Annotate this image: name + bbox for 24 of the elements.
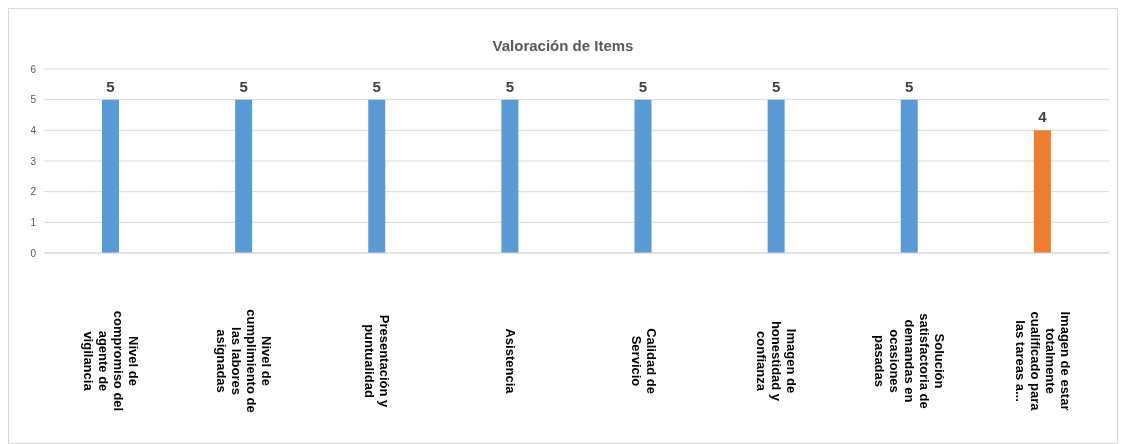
y-tick-label: 0 xyxy=(30,247,37,259)
x-tick-label: Calidad de Servicio xyxy=(628,328,659,394)
data-label: 4 xyxy=(1038,108,1048,126)
x-tick-label: Nivel de compromiso del agente de vigilancia xyxy=(81,310,142,412)
data-label: 5 xyxy=(505,77,515,95)
data-label: 5 xyxy=(372,77,381,95)
y-tick-label: 2 xyxy=(30,186,37,198)
chart-title: Valoración de Items xyxy=(491,37,635,54)
x-tick-label: Asistencia xyxy=(502,328,518,395)
x-tick-label: Imagen de estar totalmente cualificado para las tareas a... xyxy=(1012,311,1073,412)
y-tick-label: 6 xyxy=(30,63,37,75)
x-tick-label: Imagen de honestidad y confianza xyxy=(754,320,800,402)
x-tick-label: Presentación y puntualidad xyxy=(362,314,393,409)
data-label: 5 xyxy=(905,77,914,95)
x-tick-label: Nivel de cumplimiento de las labores asignadas xyxy=(214,309,275,413)
y-tick-label: 5 xyxy=(30,94,37,106)
data-label: 5 xyxy=(239,77,248,95)
y-tick-label: 3 xyxy=(30,155,37,167)
data-label: 5 xyxy=(771,77,781,95)
y-tick-label: 1 xyxy=(30,216,37,228)
data-label: 5 xyxy=(106,77,115,95)
x-tick-label: Solución satisfactoria de demandas en ocasiones pasadas xyxy=(872,313,948,409)
data-label: 5 xyxy=(638,77,648,95)
y-tick-label: 4 xyxy=(30,124,37,136)
